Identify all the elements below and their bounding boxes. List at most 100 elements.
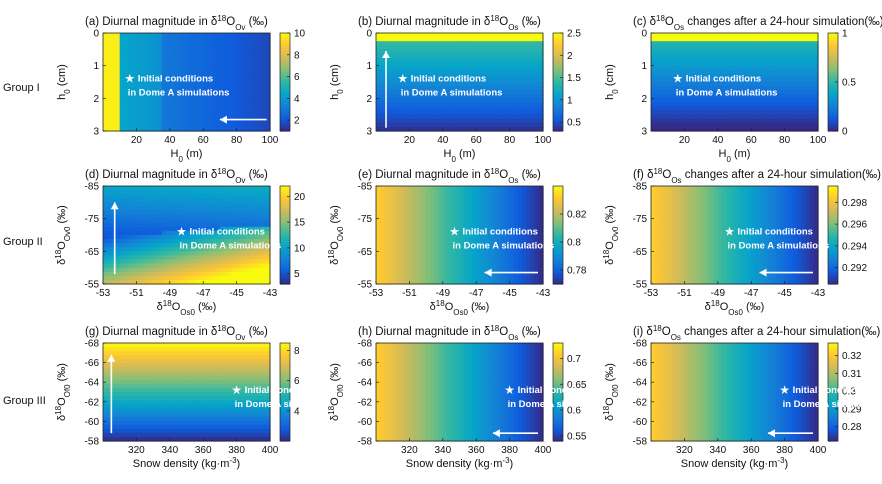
heatmap-cell [530, 73, 536, 79]
heatmap-cell [401, 69, 406, 75]
heatmap-cell [534, 53, 540, 59]
colorbar-step [280, 220, 290, 224]
heatmap-cell [178, 198, 183, 203]
heatmap-cell [805, 118, 811, 124]
heatmap-cell [249, 73, 254, 79]
heatmap-cell [434, 110, 440, 116]
heatmap-cell [182, 251, 188, 257]
heatmap-cell [513, 45, 519, 50]
heatmap-cell [476, 218, 481, 224]
heatmap-cell [119, 45, 125, 50]
heatmap-cell [455, 90, 461, 95]
heatmap-cell [742, 61, 748, 67]
colorbar-step [553, 33, 563, 37]
heatmap-cell [178, 226, 183, 232]
colorbar-step [280, 62, 290, 66]
heatmap-cell [182, 90, 188, 95]
heatmap-cell [517, 33, 523, 38]
heatmap-cell [249, 114, 254, 120]
heatmap-cell [676, 77, 681, 83]
heatmap-cell [165, 73, 171, 79]
heatmap-cell [194, 226, 200, 232]
heatmap-cell [232, 45, 238, 50]
heatmap-cell [788, 82, 794, 87]
colorbar-step [553, 116, 563, 120]
heatmap-cell [173, 222, 179, 228]
heatmap-cell [215, 86, 221, 91]
heatmap-cell [655, 122, 660, 128]
heatmap-cell [107, 214, 112, 220]
heatmap-cell [421, 82, 427, 87]
heatmap-cell [484, 235, 490, 240]
heatmap-cell [107, 255, 112, 261]
heatmap-cell [513, 94, 519, 99]
heatmap-cell [809, 53, 815, 59]
heatmap-cell [153, 194, 158, 199]
heatmap-cell [434, 214, 440, 220]
heatmap-cell [396, 194, 402, 199]
heatmap-cell [401, 61, 406, 67]
heatmap-cell [401, 126, 406, 132]
heatmap-cell [178, 65, 183, 71]
heatmap-cell [513, 214, 519, 220]
heatmap-cell [401, 37, 406, 42]
heatmap-cell [501, 235, 507, 240]
heatmap-cell [813, 114, 819, 120]
heatmap-cell [207, 73, 213, 79]
heatmap-cell [186, 41, 192, 46]
heatmap-cell [459, 235, 465, 240]
heatmap-cell [421, 69, 427, 75]
heatmap-cell [467, 65, 473, 71]
heatmap-cell [738, 82, 744, 87]
heatmap-cell [809, 77, 815, 83]
heatmap-cell [103, 86, 108, 91]
heatmap-cell [476, 230, 481, 236]
heatmap-cell [392, 210, 398, 216]
heatmap-cell [713, 118, 719, 124]
heatmap-cell [451, 41, 456, 46]
heatmap-cell [534, 102, 540, 108]
heatmap-cell [434, 247, 440, 252]
heatmap-cell [211, 230, 217, 236]
heatmap-cell [392, 202, 398, 208]
panel-title: (d) Diurnal magnitude in δ18OOv (‰) [85, 167, 268, 185]
heatmap-cell [734, 82, 740, 87]
heatmap-cell [249, 222, 254, 228]
heatmap-cell [169, 86, 175, 91]
heatmap-cell [463, 214, 469, 220]
heatmap-cell [253, 65, 259, 71]
heatmap-cell [253, 98, 259, 104]
heatmap-cell [257, 271, 263, 277]
heatmap-cell [249, 279, 254, 285]
heatmap-cell [517, 106, 523, 112]
heatmap-cell [261, 98, 267, 104]
heatmap-cell [219, 239, 225, 244]
heatmap-cell [396, 41, 402, 46]
heatmap-cell [438, 259, 444, 265]
heatmap-cell [186, 45, 192, 50]
heatmap-cell [257, 61, 263, 67]
heatmap-cell [459, 226, 465, 232]
heatmap-cell [438, 57, 444, 63]
heatmap-cell [265, 239, 271, 244]
heatmap-cell [207, 37, 213, 42]
heatmap-cell [517, 118, 523, 124]
heatmap-cell [107, 86, 112, 91]
heatmap-cell [676, 53, 681, 59]
heatmap-cell [797, 65, 802, 71]
heatmap-cell [534, 69, 540, 75]
heatmap-cell [405, 235, 410, 240]
heatmap-cell [194, 45, 200, 50]
heatmap-cell [236, 65, 242, 71]
heatmap-cell [463, 243, 469, 248]
heatmap-cell [207, 230, 213, 236]
heatmap-cell [501, 263, 507, 269]
heatmap-cell [161, 69, 167, 75]
heatmap-cell [161, 90, 167, 95]
heatmap-cell [480, 198, 486, 203]
heatmap-cell [442, 65, 448, 71]
heatmap-cell [123, 77, 129, 83]
heatmap-cell [776, 86, 782, 91]
heatmap-cell [396, 222, 402, 228]
heatmap-cell [161, 106, 167, 112]
